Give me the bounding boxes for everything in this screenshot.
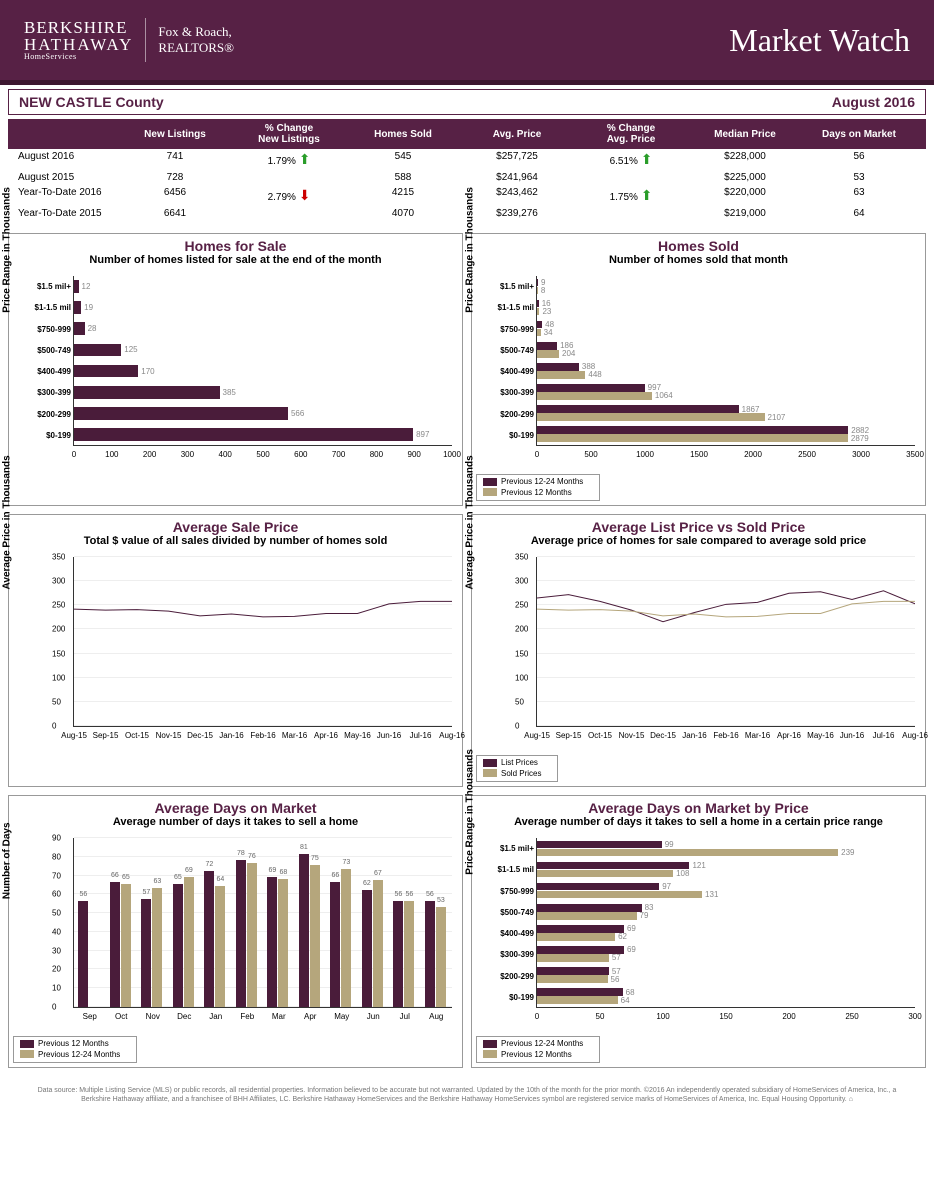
chart-homes-for-sale: Homes for Sale Number of homes listed fo… — [8, 233, 463, 506]
chart-legend: Previous 12 MonthsPrevious 12-24 Months — [13, 1036, 137, 1063]
footer-text: Data source: Multiple Listing Service (M… — [0, 1076, 934, 1114]
table-header: New Listings% Change New ListingsHomes S… — [8, 119, 926, 149]
chart-legend: List PricesSold Prices — [476, 755, 558, 782]
chart-title: Average Days on Market by Price — [472, 796, 925, 816]
chart-subtitle: Number of homes listed for sale at the e… — [9, 254, 462, 270]
chart-homes-sold: Homes Sold Number of homes sold that mon… — [471, 233, 926, 506]
chart-subtitle: Average number of days it takes to sell … — [472, 816, 925, 832]
chart-title: Average Days on Market — [9, 796, 462, 816]
chart-body: Number of Days0102030405060708090Sep56Oc… — [9, 832, 462, 1032]
brand-primary: BERKSHIRE HATHAWAY HomeServices — [24, 19, 133, 61]
report-period: August 2016 — [832, 94, 915, 110]
chart-title: Average List Price vs Sold Price — [472, 515, 925, 535]
brand-line2: HATHAWAY — [24, 36, 133, 53]
brand-divider — [145, 18, 146, 62]
chart-title: Average Sale Price — [9, 515, 462, 535]
brand-secondary: Fox & Roach, REALTORS® — [158, 24, 234, 55]
subheader: NEW CASTLE County August 2016 — [8, 89, 926, 115]
chart-body: Price Range in Thousands$1.5 mil+$1-1.5 … — [9, 270, 462, 470]
chart-subtitle: Number of homes sold that month — [472, 254, 925, 270]
county-name: NEW CASTLE County — [19, 94, 164, 110]
chart-subtitle: Total $ value of all sales divided by nu… — [9, 535, 462, 551]
chart-body: Price Range in Thousands$1.5 mil+$1-1.5 … — [472, 832, 925, 1032]
chart-subtitle: Average price of homes for sale compared… — [472, 535, 925, 551]
chart-avg-sale-price: Average Sale Price Total $ value of all … — [8, 514, 463, 787]
table-row: August 2015728588$241,964$225,00053 — [8, 170, 926, 185]
chart-legend: Previous 12-24 MonthsPrevious 12 Months — [476, 474, 600, 501]
chart-subtitle: Average number of days it takes to sell … — [9, 816, 462, 832]
chart-body: Average Price in Thousands05010015020025… — [9, 551, 462, 751]
brand-line3: HomeServices — [24, 53, 133, 61]
table-row: August 20167411.79% ⬆545$257,7256.51% ⬆$… — [8, 149, 926, 170]
chart-legend: Previous 12-24 MonthsPrevious 12 Months — [476, 1036, 600, 1063]
brand-line1: BERKSHIRE — [24, 19, 133, 36]
chart-body: Price Range in Thousands$1.5 mil+$1-1.5 … — [472, 270, 925, 470]
chart-days-by-price: Average Days on Market by Price Average … — [471, 795, 926, 1068]
charts-grid: Homes for Sale Number of homes listed fo… — [8, 233, 926, 1068]
brand-block: BERKSHIRE HATHAWAY HomeServices Fox & Ro… — [24, 18, 234, 62]
header: BERKSHIRE HATHAWAY HomeServices Fox & Ro… — [0, 0, 934, 85]
chart-body: Average Price in Thousands05010015020025… — [472, 551, 925, 751]
chart-days-on-market: Average Days on Market Average number of… — [8, 795, 463, 1068]
chart-title: Homes Sold — [472, 234, 925, 254]
chart-title: Homes for Sale — [9, 234, 462, 254]
page-title: Market Watch — [729, 22, 910, 59]
chart-list-vs-sold: Average List Price vs Sold Price Average… — [471, 514, 926, 787]
